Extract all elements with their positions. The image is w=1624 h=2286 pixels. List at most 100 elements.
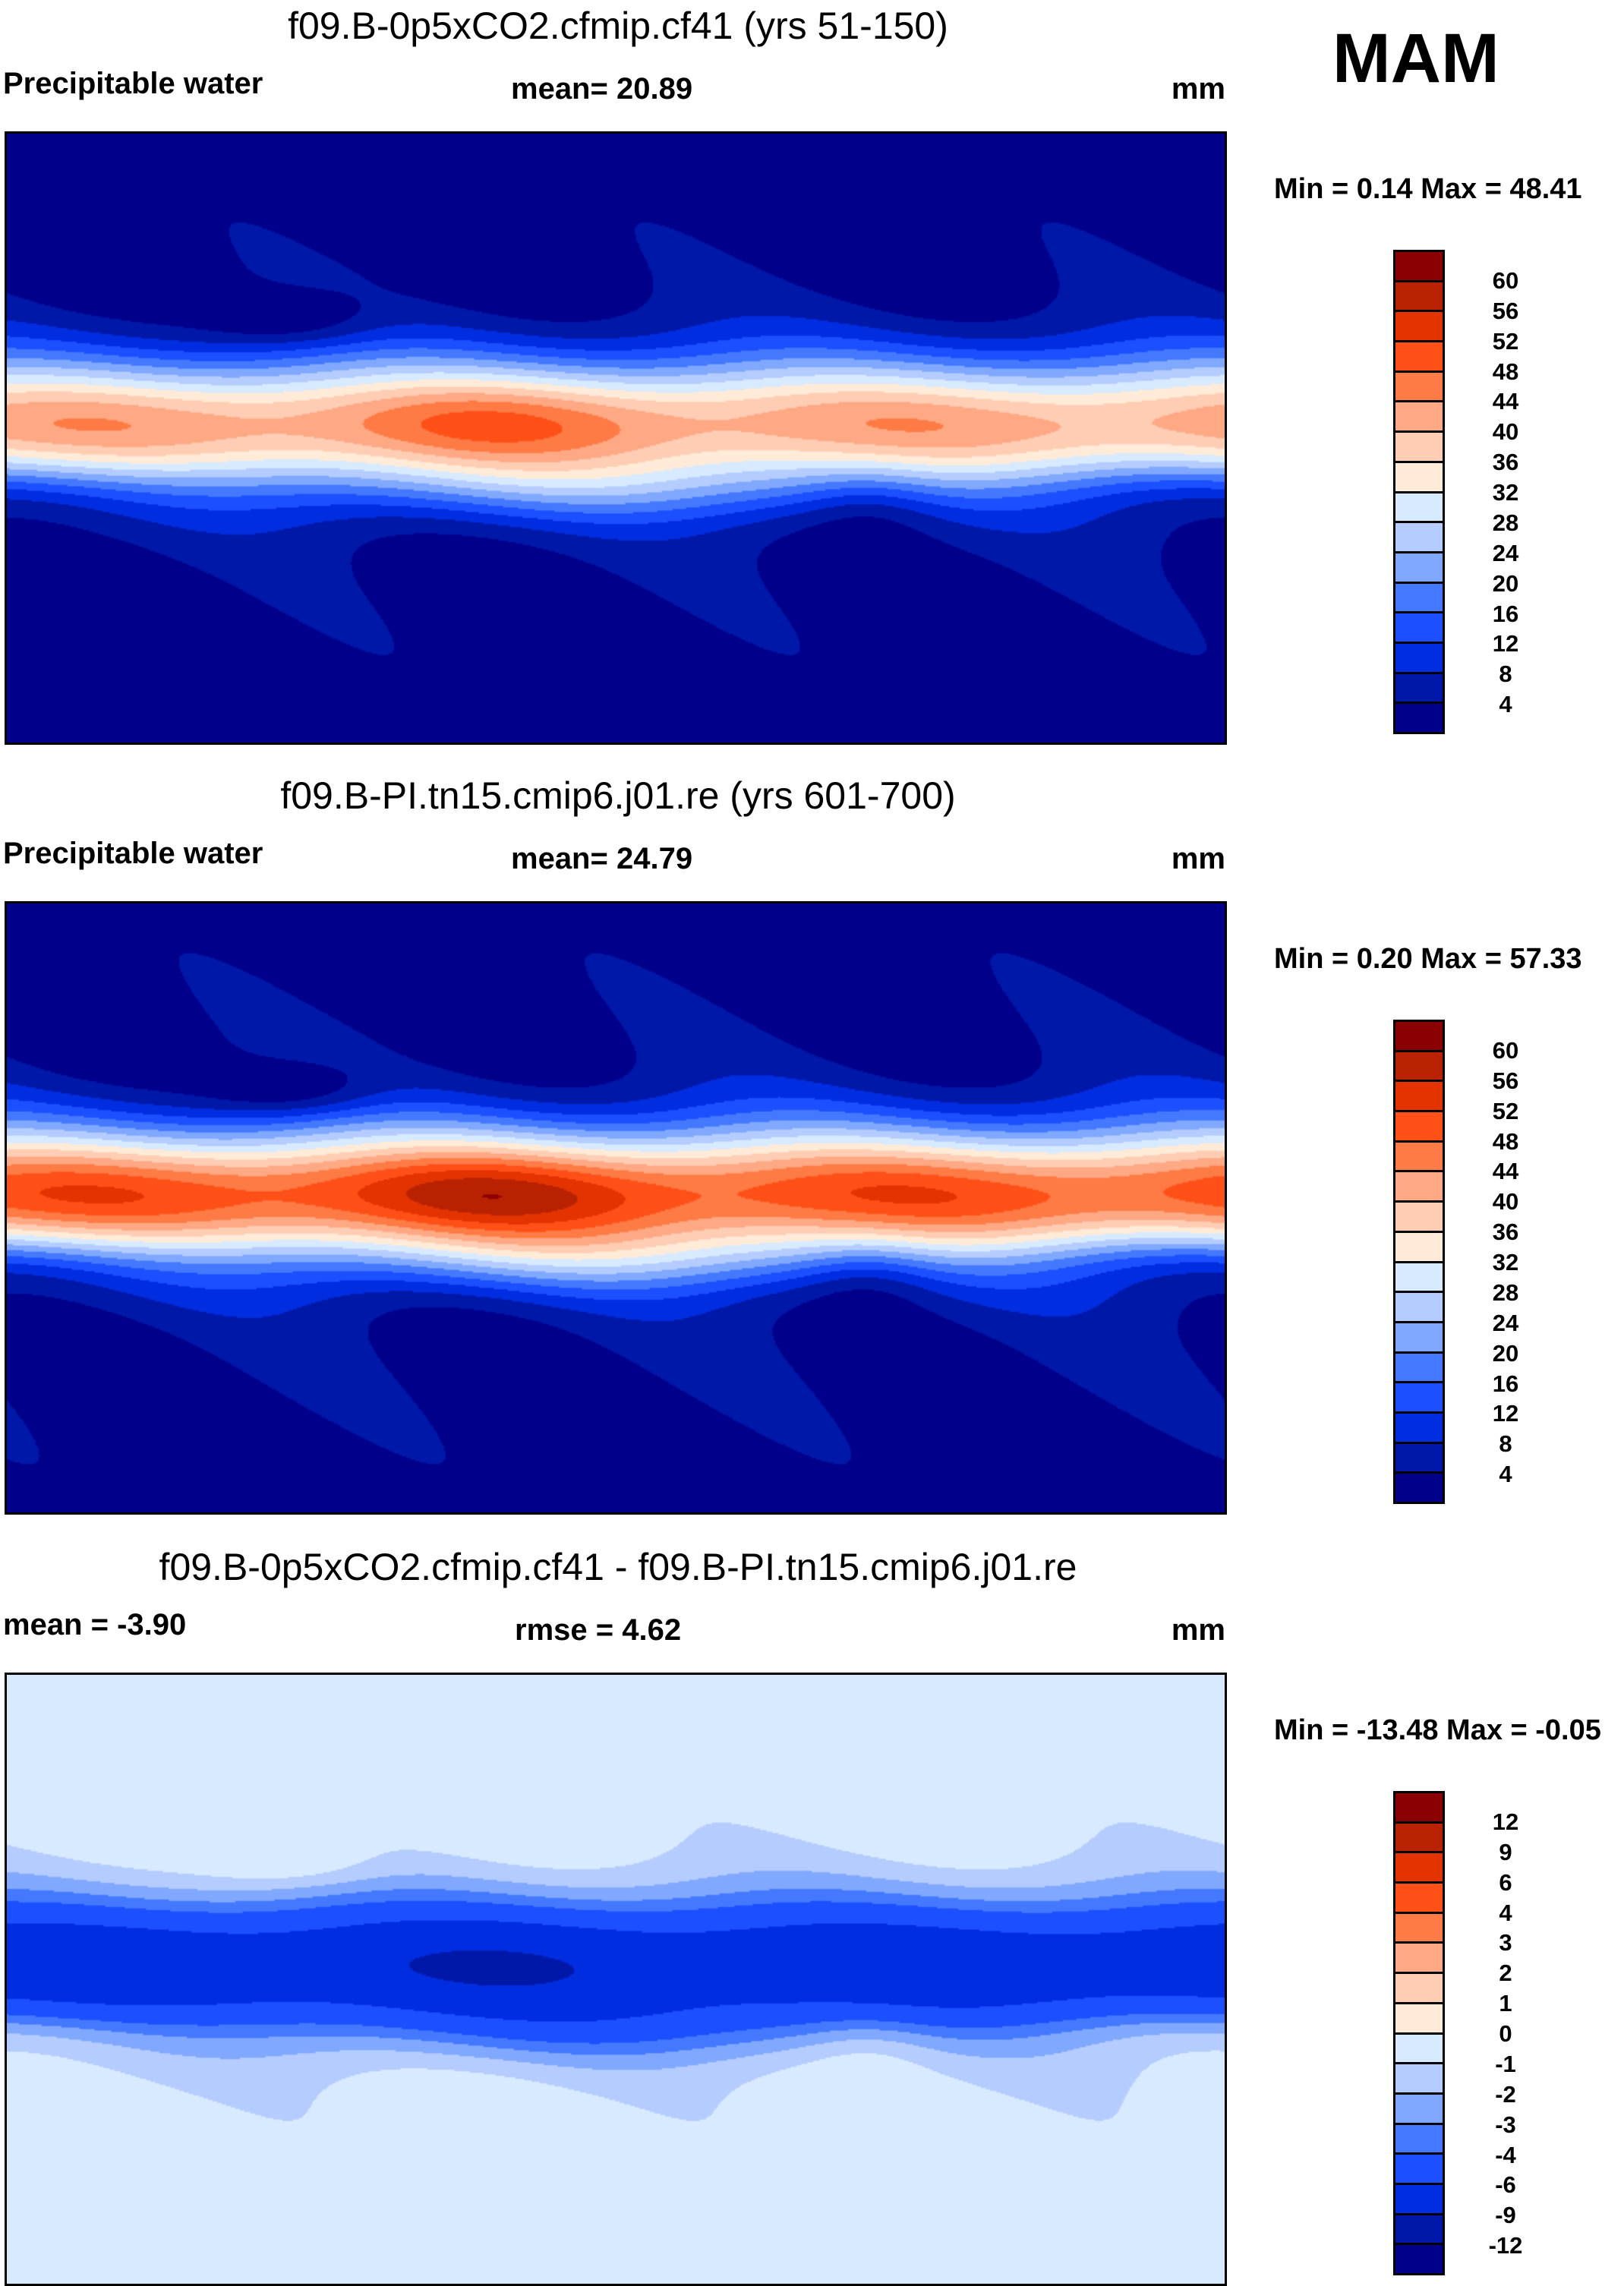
colorbar-swatch — [1395, 1203, 1443, 1233]
colorbar-swatch — [1395, 312, 1443, 343]
colorbar-swatch — [1395, 252, 1443, 282]
min-max-label: Min = 0.20 Max = 57.33 — [1274, 943, 1582, 975]
colorbar-tick-label: 24 — [1492, 539, 1519, 566]
colorbar-swatch — [1395, 1443, 1443, 1474]
colorbar-swatch — [1395, 704, 1443, 732]
colorbar-tick-label: 60 — [1492, 266, 1519, 294]
colorbar-tick-label: 8 — [1499, 661, 1512, 688]
colorbar-swatch — [1395, 402, 1443, 434]
colorbar-swatch — [1395, 1293, 1443, 1323]
colorbar-tick-label: 52 — [1492, 1097, 1519, 1124]
colorbar-swatch — [1395, 2064, 1443, 2095]
left-label: Precipitable water — [3, 837, 263, 870]
colorbar-tick-label: 40 — [1492, 418, 1519, 446]
colorbar-tick-label: 56 — [1492, 297, 1519, 324]
colorbar-tick-label: -3 — [1495, 2111, 1516, 2138]
units-label: mm — [1171, 72, 1225, 106]
min-max-label: Min = -13.48 Max = -0.05 — [1274, 1714, 1601, 1746]
colorbar-swatch — [1395, 673, 1443, 705]
colorbar-swatch — [1395, 583, 1443, 614]
colorbar-swatch — [1395, 1413, 1443, 1444]
colorbar-swatch — [1395, 1853, 1443, 1884]
contour-field — [7, 134, 1225, 743]
colorbar-swatch — [1395, 553, 1443, 584]
colorbar-tick-label: 44 — [1492, 1158, 1519, 1185]
colorbar-swatch — [1395, 493, 1443, 524]
colorbar-tick-label: 44 — [1492, 388, 1519, 415]
colorbar-tick-label: 48 — [1492, 358, 1519, 385]
colorbar-tick-label: 24 — [1492, 1309, 1519, 1336]
colorbar-swatch — [1395, 2034, 1443, 2065]
colorbar-tick-label: 16 — [1492, 1370, 1519, 1397]
colorbar-swatch — [1395, 1793, 1443, 1824]
min-max-label: Min = 0.14 Max = 48.41 — [1274, 173, 1582, 205]
colorbar-tick-label: 0 — [1499, 2020, 1512, 2047]
colorbar-swatch — [1395, 462, 1443, 493]
colorbar-swatch — [1395, 1052, 1443, 1083]
colorbar-swatch — [1395, 342, 1443, 373]
colorbar-tick-label: -12 — [1488, 2232, 1523, 2259]
colorbar-swatch — [1395, 2124, 1443, 2155]
colorbar-tick-label: 4 — [1499, 1899, 1512, 1926]
colorbar-swatch — [1395, 1142, 1443, 1173]
colorbar-swatch — [1395, 1263, 1443, 1294]
map-plot — [5, 131, 1227, 745]
center-label: rmse = 4.62 — [515, 1613, 682, 1647]
colorbar-swatch — [1395, 2215, 1443, 2246]
map-plot — [5, 901, 1227, 1515]
colorbar-tick-label: 12 — [1492, 1808, 1519, 1835]
colorbar-tick-label: 56 — [1492, 1067, 1519, 1094]
colorbar-tick-label: 2 — [1499, 1960, 1512, 1987]
colorbar-tick-label: 32 — [1492, 1249, 1519, 1275]
colorbar-tick-label: 52 — [1492, 327, 1519, 355]
colorbar-swatch — [1395, 282, 1443, 313]
colorbar-tick-label: -1 — [1495, 2050, 1516, 2077]
colorbar-swatch — [1395, 1913, 1443, 1944]
colorbar-swatch — [1395, 1383, 1443, 1414]
colorbar-swatch — [1395, 1823, 1443, 1854]
colorbar — [1393, 1791, 1445, 2275]
colorbar-swatch — [1395, 1232, 1443, 1263]
colorbar-tick-label: 20 — [1492, 569, 1519, 597]
colorbar-tick-label: 48 — [1492, 1127, 1519, 1155]
center-label: mean= 24.79 — [511, 842, 693, 875]
colorbar-tick-label: 36 — [1492, 1219, 1519, 1246]
colorbar-tick-label: -2 — [1495, 2080, 1516, 2108]
colorbar-tick-label: -9 — [1495, 2202, 1516, 2229]
colorbar-tick-label: 8 — [1499, 1430, 1512, 1458]
units-label: mm — [1171, 1613, 1225, 1647]
colorbar-tick-label: 9 — [1499, 1838, 1512, 1865]
colorbar-tick-label: 28 — [1492, 509, 1519, 536]
colorbar-tick-label: 12 — [1492, 1400, 1519, 1427]
colorbar-swatch — [1395, 1082, 1443, 1113]
units-label: mm — [1171, 842, 1225, 875]
colorbar-swatch — [1395, 433, 1443, 463]
contour-field — [7, 1675, 1225, 2284]
colorbar-swatch — [1395, 1974, 1443, 2004]
colorbar — [1393, 1020, 1445, 1504]
colorbar-tick-label: 40 — [1492, 1188, 1519, 1216]
colorbar-swatch — [1395, 1323, 1443, 1354]
colorbar-tick-label: 20 — [1492, 1339, 1519, 1367]
panel-title: f09.B-0p5xCO2.cfmip.cf41 - f09.B-PI.tn15… — [159, 1546, 1077, 1588]
colorbar-swatch — [1395, 2184, 1443, 2215]
colorbar-tick-label: 4 — [1499, 691, 1512, 718]
contour-field — [7, 903, 1225, 1512]
colorbar-swatch — [1395, 1112, 1443, 1143]
colorbar-tick-label: 1 — [1499, 1990, 1512, 2017]
colorbar-tick-label: 3 — [1499, 1929, 1512, 1957]
colorbar-swatch — [1395, 1884, 1443, 1914]
colorbar-swatch — [1395, 2094, 1443, 2125]
colorbar-tick-label: 28 — [1492, 1279, 1519, 1306]
colorbar-swatch — [1395, 2155, 1443, 2185]
colorbar-tick-label: -6 — [1495, 2171, 1516, 2199]
colorbar-swatch — [1395, 372, 1443, 403]
colorbar-tick-label: 32 — [1492, 479, 1519, 506]
colorbar-tick-label: 6 — [1499, 1868, 1512, 1896]
map-plot — [5, 1673, 1227, 2286]
colorbar-tick-label: 4 — [1499, 1461, 1512, 1488]
colorbar-tick-label: 60 — [1492, 1036, 1519, 1064]
colorbar-swatch — [1395, 1474, 1443, 1502]
colorbar — [1393, 250, 1445, 734]
